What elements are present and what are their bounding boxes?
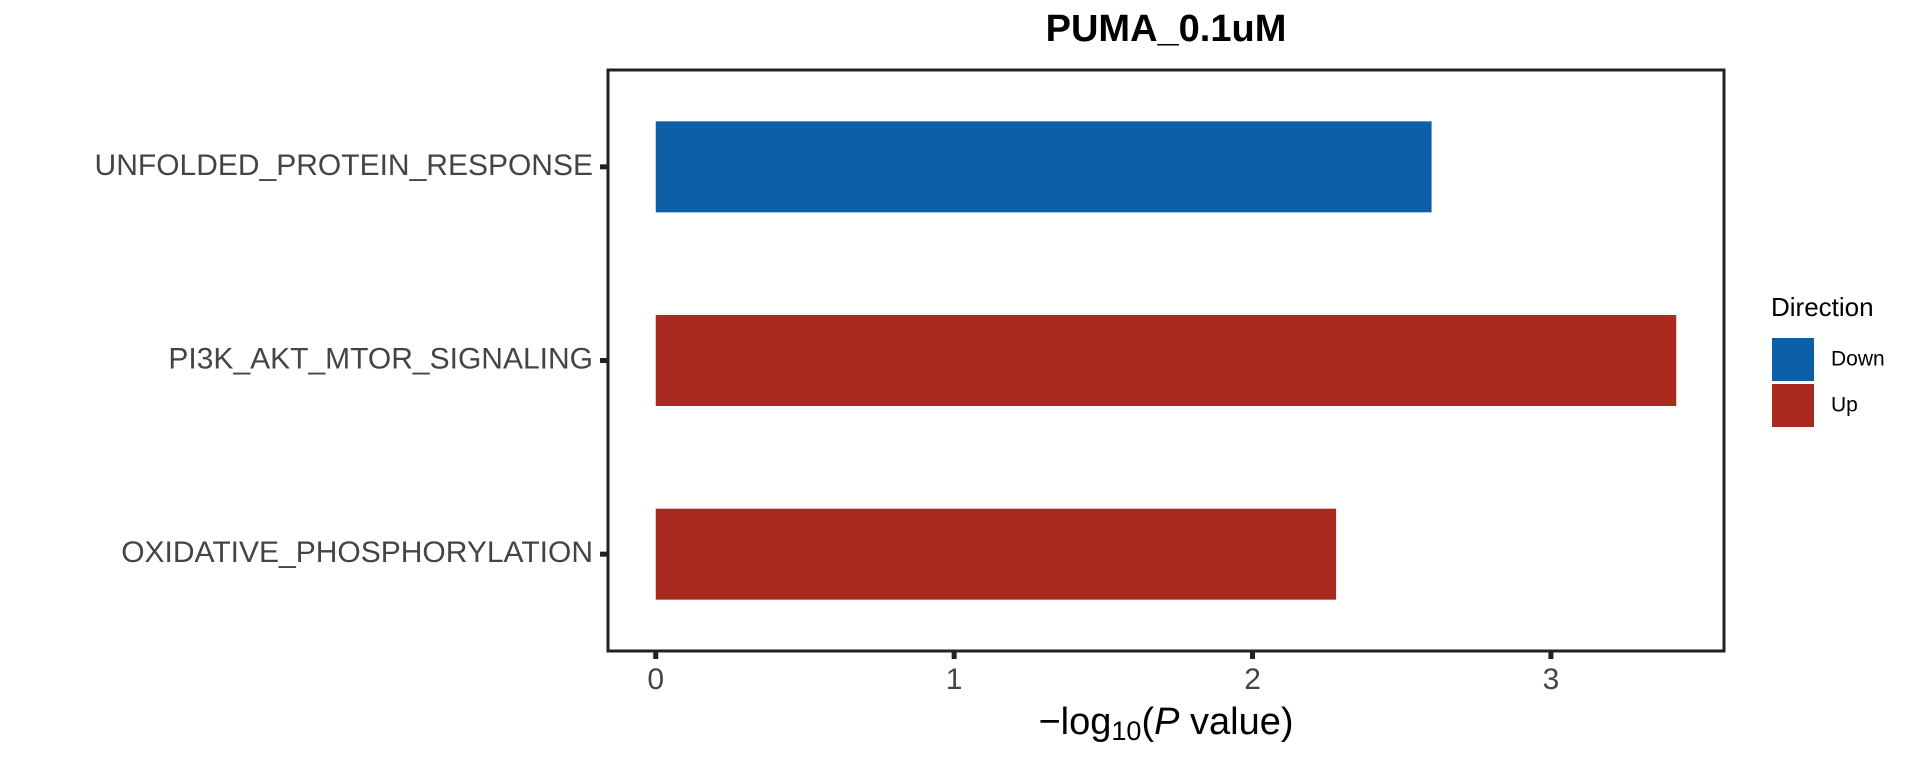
chart-title: PUMA_0.1uM <box>1046 8 1287 50</box>
legend-label: Up <box>1831 394 1858 417</box>
legend-label: Down <box>1831 348 1885 371</box>
x-axis-title-part: 10 <box>1111 716 1141 746</box>
legend-key <box>1772 384 1814 427</box>
x-axis-title-part: ( <box>1141 701 1154 743</box>
legend-title: Direction <box>1771 292 1874 322</box>
x-tick-label: 0 <box>647 663 664 696</box>
x-tick-label: 2 <box>1244 663 1261 696</box>
y-tick-label: OXIDATIVE_PHOSPHORYLATION <box>121 536 593 569</box>
x-tick-label: 1 <box>946 663 963 696</box>
x-axis-title: −log10(P value) <box>1038 701 1293 746</box>
y-tick-label: UNFOLDED_PROTEIN_RESPONSE <box>95 149 593 182</box>
legend-key <box>1772 338 1814 381</box>
bar <box>655 508 1337 600</box>
y-tick-label: PI3K_AKT_MTOR_SIGNALING <box>168 342 593 375</box>
bar <box>655 315 1677 406</box>
x-axis-title-part: value) <box>1179 701 1293 743</box>
x-axis-title-part: −log <box>1038 701 1111 743</box>
x-axis-title-part: P <box>1154 701 1180 743</box>
bar <box>655 121 1432 213</box>
x-tick-label: 3 <box>1543 663 1560 696</box>
